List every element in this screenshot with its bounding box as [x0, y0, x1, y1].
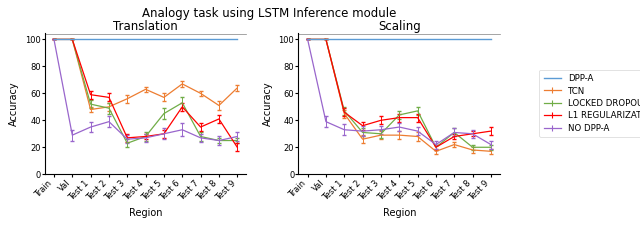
DPP-A [304, 38, 312, 41]
X-axis label: Region: Region [129, 208, 163, 218]
Title: Translation: Translation [113, 20, 178, 33]
DPP-A [432, 38, 440, 41]
DPP-A [179, 38, 186, 41]
DPP-A [160, 38, 168, 41]
Title: Scaling: Scaling [378, 20, 420, 33]
DPP-A [234, 38, 241, 41]
X-axis label: Region: Region [383, 208, 416, 218]
Y-axis label: Accuracy: Accuracy [10, 81, 19, 126]
DPP-A [377, 38, 385, 41]
DPP-A [142, 38, 150, 41]
DPP-A [87, 38, 95, 41]
DPP-A [68, 38, 76, 41]
DPP-A [396, 38, 403, 41]
DPP-A [322, 38, 330, 41]
DPP-A [359, 38, 367, 41]
DPP-A [105, 38, 113, 41]
Y-axis label: Accuracy: Accuracy [263, 81, 273, 126]
Text: Analogy task using LSTM Inference module: Analogy task using LSTM Inference module [141, 7, 396, 20]
DPP-A [468, 38, 476, 41]
DPP-A [451, 38, 458, 41]
DPP-A [413, 38, 421, 41]
DPP-A [50, 38, 58, 41]
Legend: DPP-A, TCN, LOCKED DROPOUT, L1 REGULARIZATION, NO DPP-A: DPP-A, TCN, LOCKED DROPOUT, L1 REGULARIZ… [540, 70, 640, 137]
DPP-A [340, 38, 348, 41]
DPP-A [196, 38, 204, 41]
DPP-A [215, 38, 223, 41]
DPP-A [487, 38, 495, 41]
DPP-A [124, 38, 131, 41]
